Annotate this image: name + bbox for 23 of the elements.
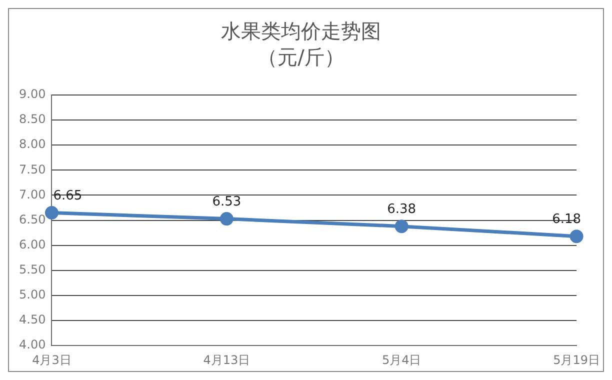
y-tick-label: 7.00 <box>19 187 46 202</box>
y-tick-label: 7.50 <box>19 162 46 176</box>
chart-subtitle: （元/斤） <box>258 45 344 70</box>
y-tick-label: 6.00 <box>19 237 46 252</box>
data-label: 6.38 <box>387 202 416 218</box>
y-tick-label: 6.50 <box>19 212 46 226</box>
point <box>44 206 58 220</box>
x-tick-label: 4月3日 <box>32 352 72 367</box>
x-tick-label: 5月4日 <box>382 352 422 367</box>
point <box>570 230 584 244</box>
point <box>220 212 234 226</box>
point <box>394 220 408 234</box>
y-tick-label: 8.50 <box>19 112 46 126</box>
y-tick-label: 4.50 <box>19 312 46 327</box>
y-tick-label: 5.00 <box>19 288 46 302</box>
y-tick-label: 4.00 <box>19 338 46 352</box>
y-tick-label: 9.00 <box>19 87 46 102</box>
data-label: 6.53 <box>212 194 242 210</box>
x-tick-label: 5月19日 <box>553 352 600 367</box>
y-tick-label: 5.50 <box>19 262 46 277</box>
chart-title: 水果类均价走势图 <box>221 19 381 44</box>
x-tick-label: 4月13日 <box>203 352 250 367</box>
y-tick-label: 8.00 <box>19 137 46 152</box>
